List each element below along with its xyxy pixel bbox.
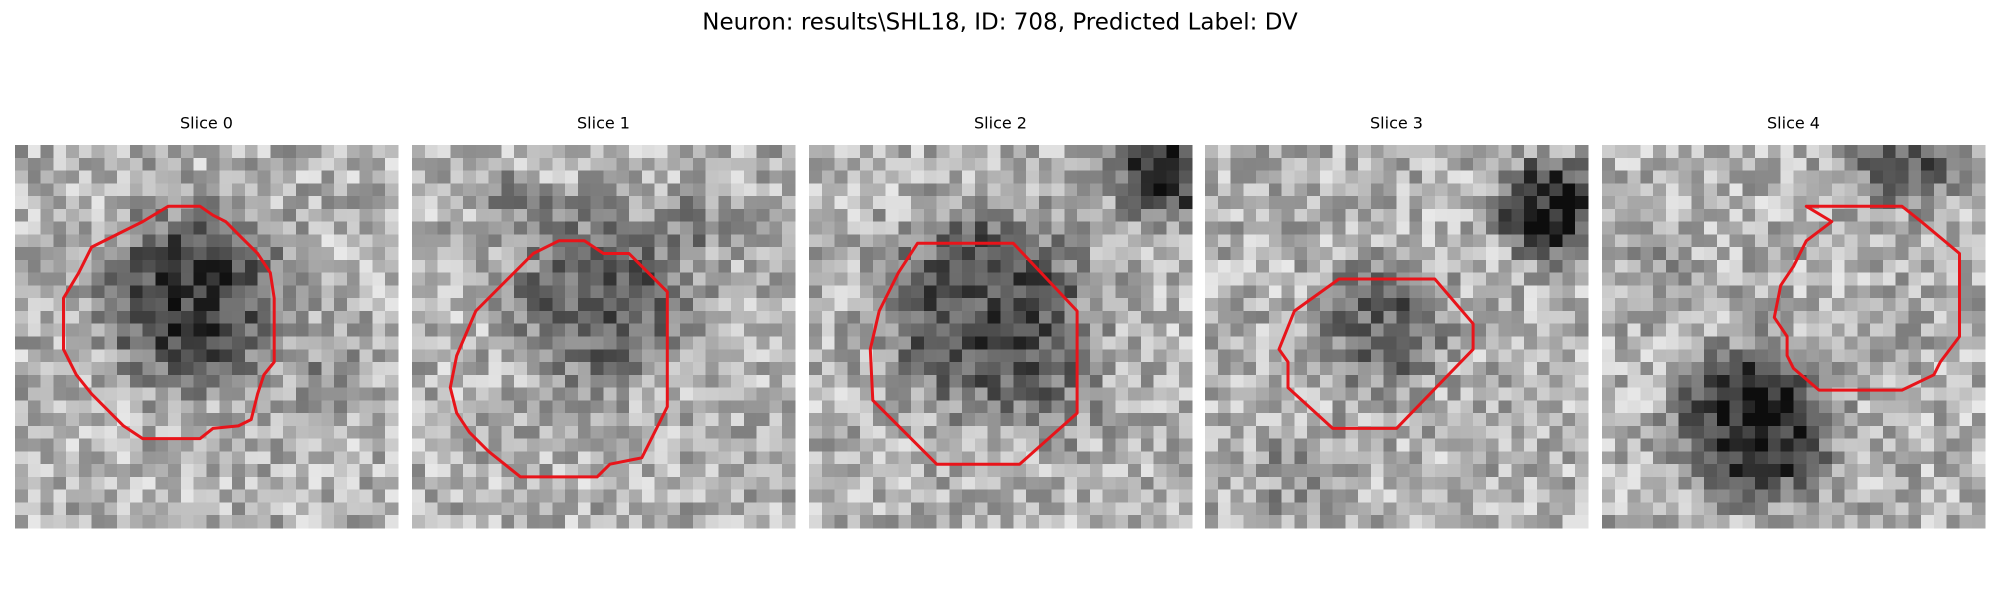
slice-image xyxy=(1602,145,1986,529)
roi-contour xyxy=(1772,204,1961,392)
slice-title: Slice 0 xyxy=(180,114,233,133)
slice-title: Slice 1 xyxy=(577,114,630,133)
slice-image xyxy=(809,145,1193,529)
slice-title: Slice 3 xyxy=(1370,114,1423,133)
slice-panel: Slice 0 xyxy=(15,114,399,529)
roi-contour xyxy=(868,241,1079,466)
slice-title: Slice 4 xyxy=(1767,114,1820,133)
slice-image xyxy=(15,145,399,529)
roi-contour xyxy=(62,204,276,441)
slice-title: Slice 2 xyxy=(974,114,1027,133)
slice-image xyxy=(412,145,796,529)
slice-panel: Slice 3 xyxy=(1205,114,1589,529)
figure-title: Neuron: results\SHL18, ID: 708, Predicte… xyxy=(702,10,1298,36)
slice-panel: Slice 1 xyxy=(412,114,796,529)
roi-contour xyxy=(1277,277,1475,430)
slice-image xyxy=(1205,145,1589,529)
roi-contour xyxy=(448,239,669,479)
slice-panel: Slice 4 xyxy=(1602,114,1986,529)
slice-panel: Slice 2 xyxy=(809,114,1193,529)
